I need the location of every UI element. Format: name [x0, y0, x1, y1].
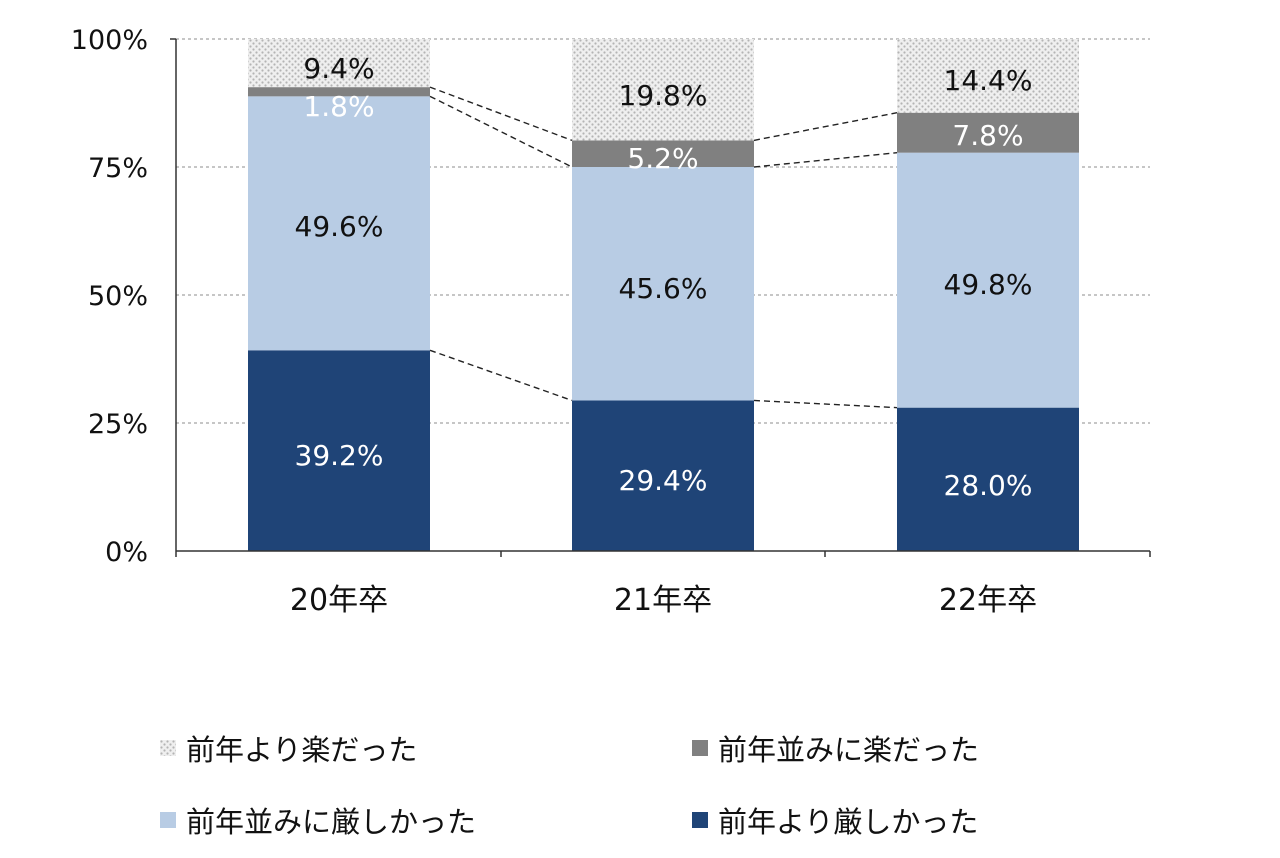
connector-lines: [429, 86, 898, 409]
connector-line: [429, 86, 573, 142]
data-label: 49.6%: [295, 210, 384, 243]
data-label: 39.2%: [295, 439, 384, 472]
y-tick-label: 50%: [88, 281, 148, 312]
connector-line: [753, 112, 898, 142]
bar-segment: [897, 112, 1079, 153]
data-label: 14.4%: [944, 64, 1033, 97]
bar-segment: [897, 39, 1079, 113]
bar-segment: [248, 96, 430, 351]
axes: 0% 25% 50% 75% 100% 20年卒 21年卒 22年卒: [71, 25, 1151, 618]
y-tick-label: 75%: [88, 153, 148, 184]
bar-segment: [572, 167, 754, 401]
bar-segment: [897, 152, 1079, 408]
data-label: 49.8%: [944, 268, 1033, 301]
data-label: 7.8%: [952, 119, 1023, 152]
connector-line: [429, 349, 573, 402]
x-category-label: 21年卒: [614, 583, 712, 618]
data-label: 19.8%: [619, 79, 708, 112]
data-label: 1.8%: [303, 90, 374, 123]
connector-line: [753, 151, 898, 168]
x-category-label: 22年卒: [939, 583, 1037, 618]
x-category-label: 20年卒: [290, 583, 388, 618]
bar-segment: [897, 407, 1079, 551]
data-label: 5.2%: [627, 142, 698, 175]
bar-segment: [248, 87, 430, 97]
bar-segment: [572, 140, 754, 167]
bar-segment: [572, 400, 754, 551]
data-labels: 39.2% 29.4% 28.0% 49.6% 45.6% 49.8% 1.8% 5.2% 7.…: [295, 52, 1033, 502]
y-tick-label: 0%: [105, 537, 148, 568]
bar-segment: [248, 350, 430, 551]
connector-line: [429, 95, 573, 168]
y-tick-label: 100%: [71, 25, 148, 56]
data-label: 28.0%: [944, 469, 1033, 502]
data-label: 29.4%: [619, 464, 708, 497]
bar-segment: [572, 39, 754, 141]
bars: [248, 39, 1079, 551]
data-label: 45.6%: [619, 272, 708, 305]
connector-line: [753, 399, 898, 409]
data-label: 9.4%: [303, 52, 374, 85]
y-tick-label: 25%: [88, 409, 148, 440]
bar-segment: [248, 39, 430, 88]
